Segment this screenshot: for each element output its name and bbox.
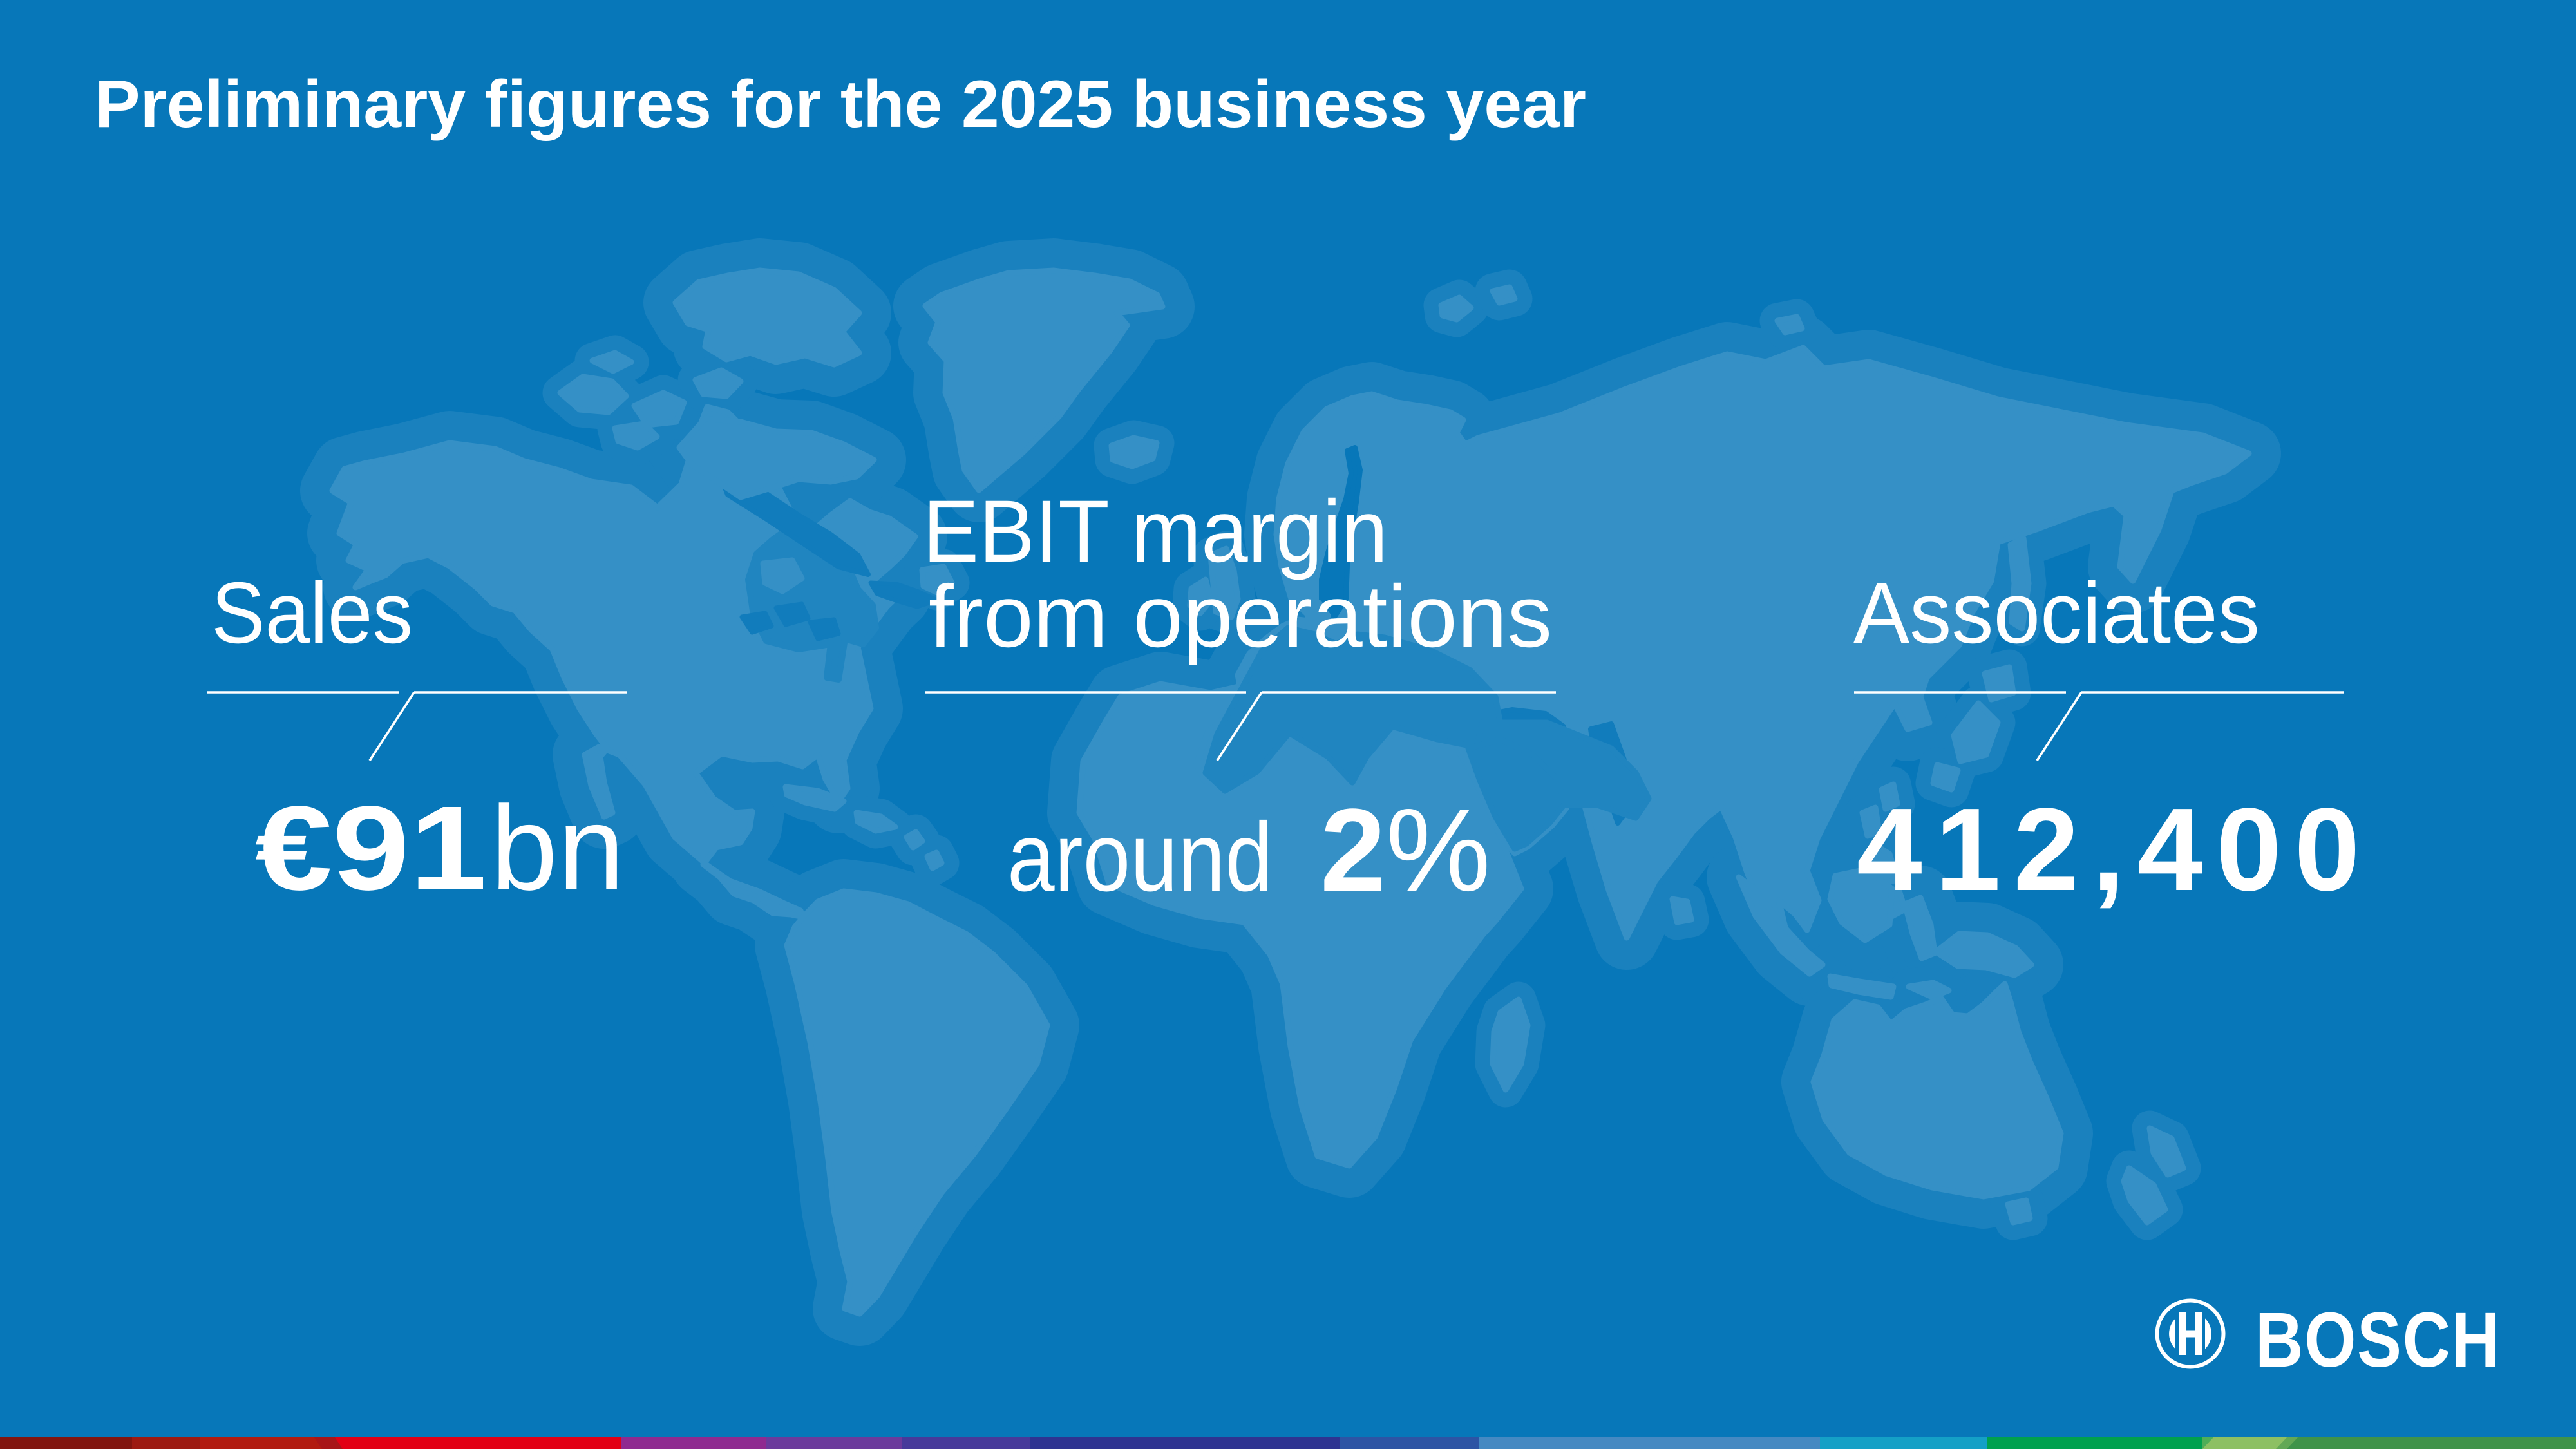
- svg-text:Preliminary figures for the 20: Preliminary figures for the 2025 busines…: [95, 67, 1586, 142]
- svg-text:EBIT margin: EBIT margin: [923, 482, 1388, 581]
- svg-text:€91: €91: [255, 782, 487, 915]
- svg-text:2: 2: [1320, 784, 1386, 916]
- svg-text:bn: bn: [491, 782, 625, 915]
- svg-text:from operations: from operations: [929, 567, 1552, 666]
- svg-text:around: around: [1007, 802, 1273, 912]
- svg-text:Associates: Associates: [1853, 564, 2260, 661]
- svg-text:BOSCH: BOSCH: [2255, 1296, 2501, 1383]
- svg-text:%: %: [1386, 784, 1491, 916]
- svg-text:Sales: Sales: [211, 564, 413, 661]
- svg-text:412,400: 412,400: [1857, 783, 2373, 915]
